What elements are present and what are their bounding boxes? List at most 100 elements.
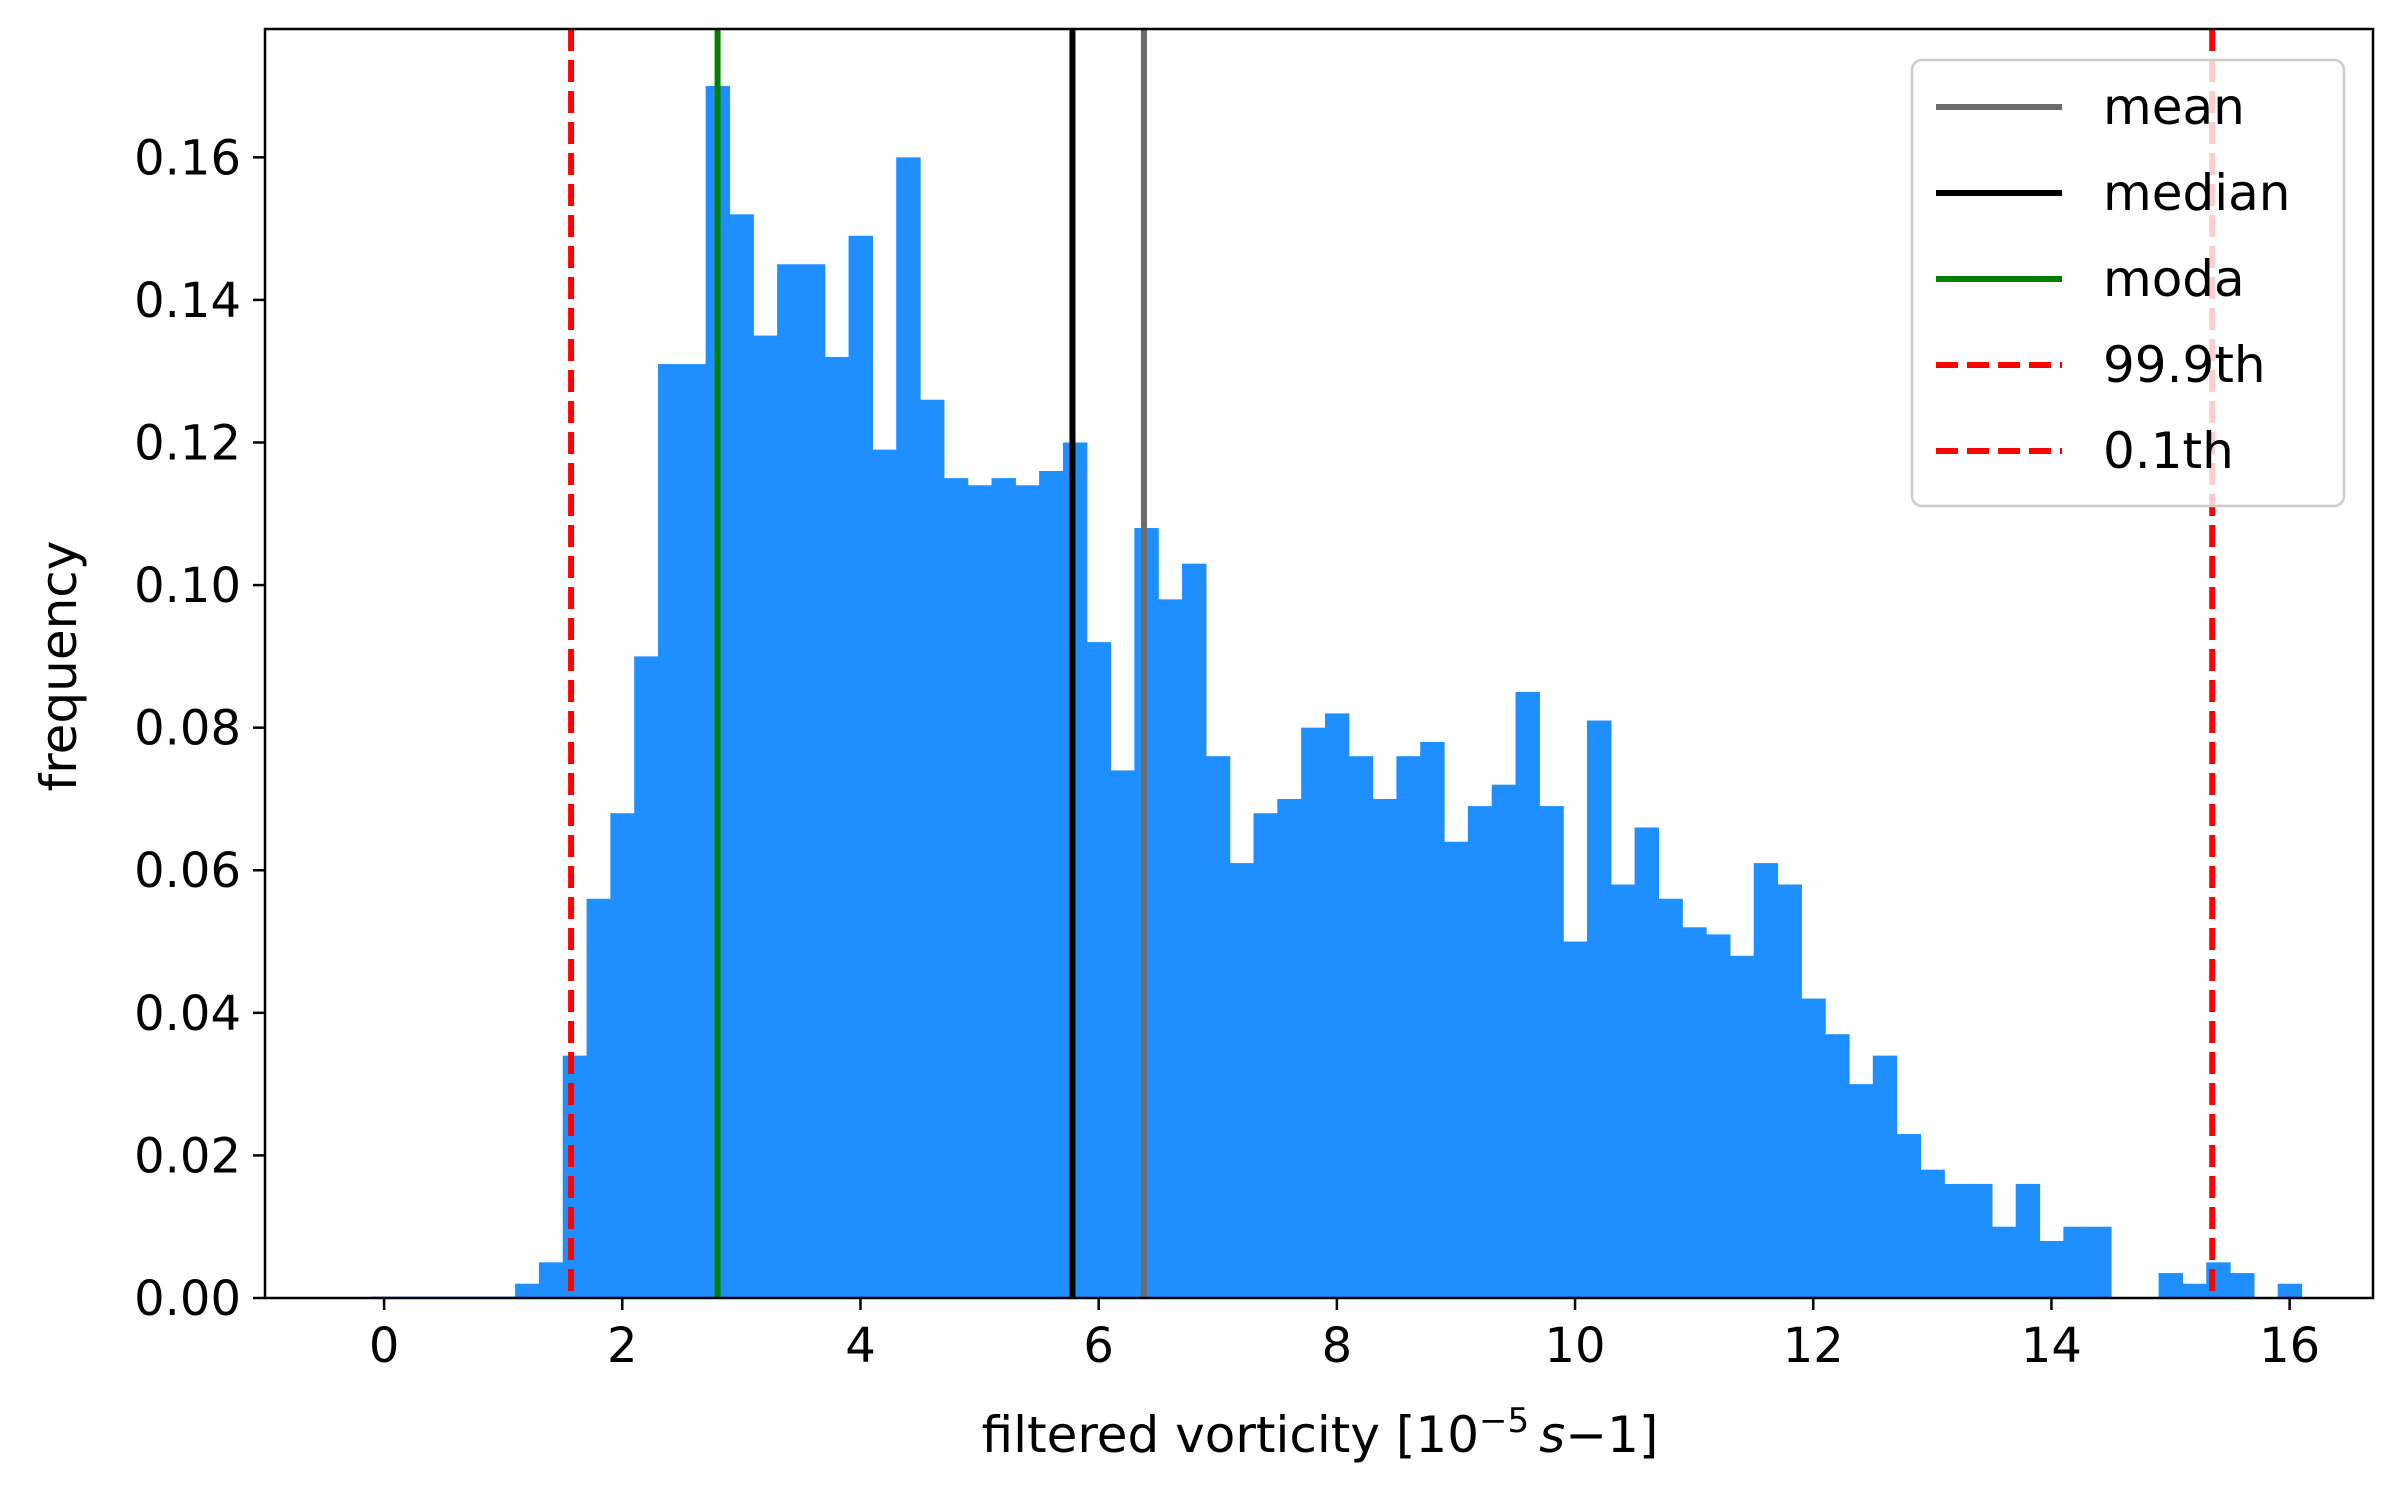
histogram-bar xyxy=(920,399,945,1299)
histogram-bar xyxy=(1467,806,1493,1298)
y-tick-label: 0.16 xyxy=(134,130,241,186)
y-tick-label: 0.08 xyxy=(134,701,241,757)
x-tick-label: 16 xyxy=(2259,1318,2320,1374)
legend-label: moda xyxy=(2103,250,2245,308)
histogram-bar xyxy=(2230,1273,2255,1298)
histogram-bar xyxy=(1944,1183,1969,1298)
legend-label: 99.9th xyxy=(2103,336,2266,394)
histogram-bar xyxy=(1182,563,1207,1298)
y-tick-label: 0.02 xyxy=(134,1128,241,1184)
histogram-bar xyxy=(1301,727,1326,1298)
reference-lines-group xyxy=(568,29,2216,1298)
histogram-bar xyxy=(943,478,969,1298)
legend-entries: mean median moda 99.9th 0.1th xyxy=(1936,78,2290,480)
histogram-bar xyxy=(1682,927,1707,1298)
histogram-bar xyxy=(1229,863,1255,1298)
histogram-bar xyxy=(1634,827,1660,1298)
y-tick-label: 0.14 xyxy=(134,273,241,329)
histogram-bar xyxy=(2039,1240,2064,1298)
histogram-bar xyxy=(1396,756,1421,1298)
histogram-bar xyxy=(1729,955,1755,1298)
histogram-bar xyxy=(753,335,778,1298)
histogram-bar xyxy=(1348,756,1374,1298)
x-tick-label: 6 xyxy=(1083,1318,1114,1374)
x-tick-label: 12 xyxy=(1783,1318,1844,1374)
histogram-bar xyxy=(1420,741,1445,1298)
legend-label: mean xyxy=(2103,78,2245,136)
histogram-bar xyxy=(1610,884,1636,1298)
y-tick-label: 0.00 xyxy=(134,1271,241,1327)
histogram-bar xyxy=(896,157,921,1299)
histogram-bar xyxy=(2087,1226,2112,1298)
histogram-bar xyxy=(967,485,993,1298)
histogram-bar xyxy=(1920,1169,1945,1298)
histogram-bar xyxy=(2158,1273,2184,1298)
histogram-bar xyxy=(1110,770,1135,1298)
histogram-bar xyxy=(2277,1283,2303,1298)
histogram-bar xyxy=(1086,642,1112,1298)
histogram-bar xyxy=(1586,720,1612,1298)
histogram-bar xyxy=(562,1055,588,1298)
x-tick-label: 2 xyxy=(607,1318,638,1374)
x-tick-label: 8 xyxy=(1322,1318,1353,1374)
x-axis-label: filtered vorticity [10−5 s−1] xyxy=(982,1401,1659,1464)
histogram-bar xyxy=(1706,934,1731,1298)
x-tick-label: 4 xyxy=(845,1318,876,1374)
legend-label: 0.1th xyxy=(2103,422,2234,480)
histogram-bar xyxy=(1872,1055,1898,1298)
histogram-bar xyxy=(1801,998,1826,1298)
histogram-bar xyxy=(1491,784,1517,1298)
y-axis-ticks: 0.00 0.02 0.04 0.06 0.08 0.10 0.12 0.14 0.16 xyxy=(134,130,265,1327)
histogram-bar xyxy=(848,235,873,1298)
histogram-bar xyxy=(1968,1183,1993,1298)
histogram-bar xyxy=(634,656,659,1298)
axes-frame xyxy=(263,27,2375,1300)
y-tick-label: 0.12 xyxy=(134,415,241,471)
x-tick-label: 0 xyxy=(369,1318,400,1374)
histogram-bar xyxy=(1563,941,1588,1298)
histogram-bar xyxy=(658,364,683,1298)
histogram-bar xyxy=(872,449,897,1298)
histogram-bar xyxy=(1777,884,1802,1298)
y-axis-label: frequency xyxy=(30,541,88,792)
histogram-bar xyxy=(1253,813,1278,1298)
histogram-bar xyxy=(1825,1034,1850,1298)
histogram-bar xyxy=(1753,863,1779,1298)
histogram-bar xyxy=(1015,485,1040,1298)
histogram-bar xyxy=(2015,1183,2041,1298)
x-tick-label: 10 xyxy=(1545,1318,1606,1374)
histogram-bar xyxy=(729,214,754,1299)
legend: mean median moda 99.9th 0.1th xyxy=(1910,58,2346,508)
histogram-bar xyxy=(1658,898,1683,1298)
histogram-bar xyxy=(1848,1084,1874,1298)
legend-label: median xyxy=(2103,164,2290,222)
y-tick-label: 0.04 xyxy=(134,986,241,1042)
histogram-bar xyxy=(991,478,1016,1298)
x-tick-label: 14 xyxy=(2021,1318,2082,1374)
histogram-bar xyxy=(2063,1226,2088,1298)
histogram-bar xyxy=(1539,806,1564,1298)
y-tick-label: 0.10 xyxy=(134,558,241,614)
y-tick-label: 0.06 xyxy=(134,843,241,899)
histogram-bar xyxy=(800,264,826,1298)
histogram-bar xyxy=(1896,1134,1922,1298)
legend-box xyxy=(1910,58,2346,508)
histogram-bar xyxy=(1158,599,1183,1298)
histogram-bar xyxy=(586,898,611,1298)
histogram-bar xyxy=(1515,692,1540,1298)
histogram-bar xyxy=(515,1283,540,1298)
histogram-bar xyxy=(1991,1226,2017,1298)
histogram-bar xyxy=(1039,471,1064,1298)
histogram-bar xyxy=(1444,841,1469,1298)
histogram-bar xyxy=(1324,713,1350,1298)
histogram-bar xyxy=(2182,1283,2207,1298)
histogram-bar xyxy=(538,1262,564,1298)
histogram-bar xyxy=(777,264,802,1298)
histogram-bar xyxy=(1372,798,1398,1298)
histogram-bar xyxy=(681,364,707,1298)
histogram-bar xyxy=(1205,756,1231,1298)
x-axis-ticks: 0 2 4 6 8 10 12 14 16 xyxy=(369,1298,2320,1374)
histogram-bar xyxy=(610,813,635,1298)
